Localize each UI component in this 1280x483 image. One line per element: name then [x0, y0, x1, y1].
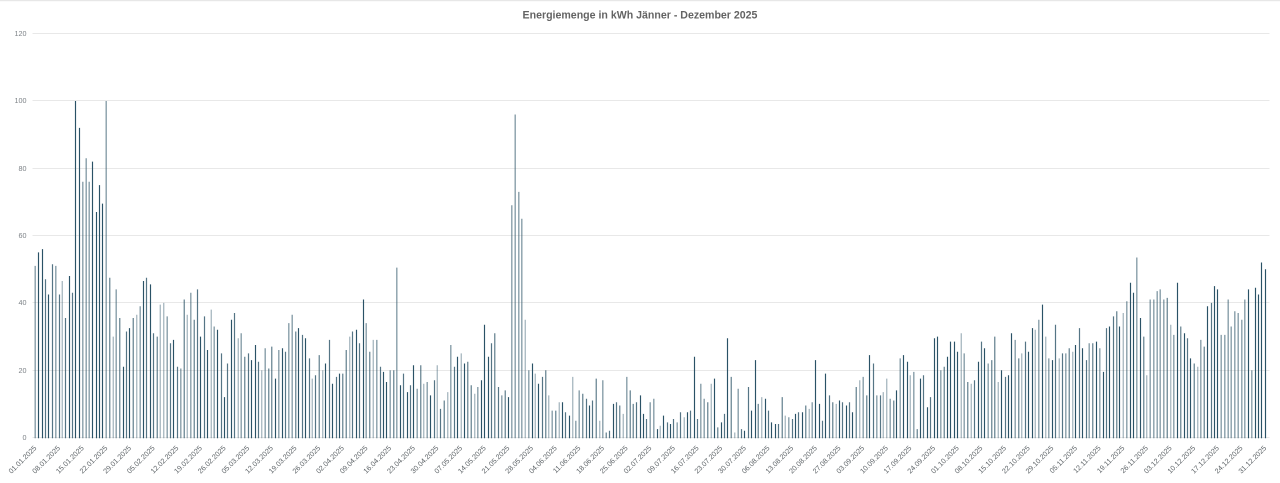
svg-text:40: 40: [19, 298, 27, 307]
svg-text:120: 120: [15, 29, 27, 38]
svg-text:60: 60: [19, 231, 27, 240]
svg-text:20: 20: [19, 366, 27, 375]
svg-text:Energiemenge in kWh Jänner - D: Energiemenge in kWh Jänner - Dezember 20…: [523, 9, 758, 21]
svg-text:0: 0: [23, 433, 27, 442]
svg-text:100: 100: [15, 96, 27, 105]
svg-text:80: 80: [19, 164, 27, 173]
